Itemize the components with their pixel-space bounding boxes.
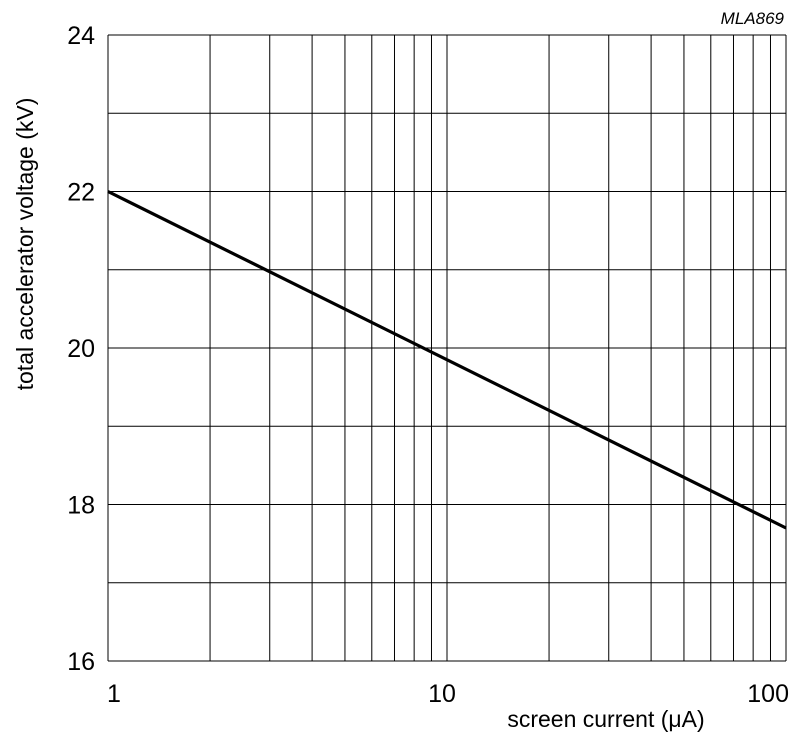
- series: [107, 190, 787, 530]
- tick-labels: 16 18 20 22 24 1 10 100: [67, 22, 789, 708]
- y-tick-label: 16: [67, 648, 95, 676]
- x-tick-label: 10: [428, 680, 456, 708]
- series-line: [107, 190, 787, 530]
- y-tick-label: 20: [67, 335, 95, 363]
- y-tick-label: 24: [67, 22, 95, 50]
- grid: [107, 34, 787, 662]
- x-tick-label: 100: [747, 680, 789, 708]
- y-tick-label: 22: [67, 179, 95, 207]
- figure-code: MLA869: [721, 9, 785, 28]
- y-tick-label: 18: [67, 492, 95, 520]
- y-axis-label: total accelerator voltage (kV): [12, 98, 38, 391]
- x-axis-label: screen current (μA): [507, 706, 704, 732]
- x-tick-label: 1: [107, 680, 121, 708]
